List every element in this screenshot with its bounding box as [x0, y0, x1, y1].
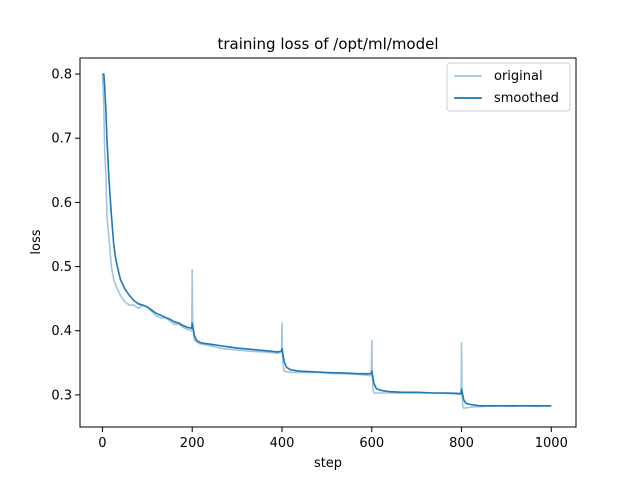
y-axis: 0.3 0.4 0.5 0.6 0.7 0.8 — [51, 68, 80, 403]
legend-label-original: original — [494, 69, 543, 84]
y-tick-label: 0.8 — [51, 68, 72, 83]
y-tick-label: 0.4 — [51, 324, 72, 339]
x-axis-label: step — [314, 456, 342, 471]
legend: original smoothed — [446, 62, 571, 112]
chart-title: training loss of /opt/ml/model — [217, 35, 438, 53]
plot-frame — [79, 57, 577, 428]
legend-box — [446, 62, 571, 112]
x-tick-label: 1000 — [535, 436, 568, 451]
x-tick-label: 800 — [449, 436, 474, 451]
x-axis: 0 200 400 600 800 1000 — [98, 427, 568, 451]
x-tick-label: 0 — [98, 436, 106, 451]
y-tick-label: 0.3 — [51, 388, 72, 403]
x-tick-label: 400 — [270, 436, 295, 451]
y-axis-label: loss — [29, 229, 44, 254]
series-lines — [101, 73, 552, 410]
y-tick-label: 0.5 — [51, 260, 72, 275]
series-line-smoothed — [102, 73, 552, 407]
legend-label-smoothed: smoothed — [494, 91, 559, 106]
x-tick-label: 200 — [180, 436, 205, 451]
y-tick-label: 0.6 — [51, 196, 72, 211]
y-tick-label: 0.7 — [51, 132, 72, 147]
series-line-original — [101, 73, 552, 410]
x-tick-label: 600 — [359, 436, 384, 451]
